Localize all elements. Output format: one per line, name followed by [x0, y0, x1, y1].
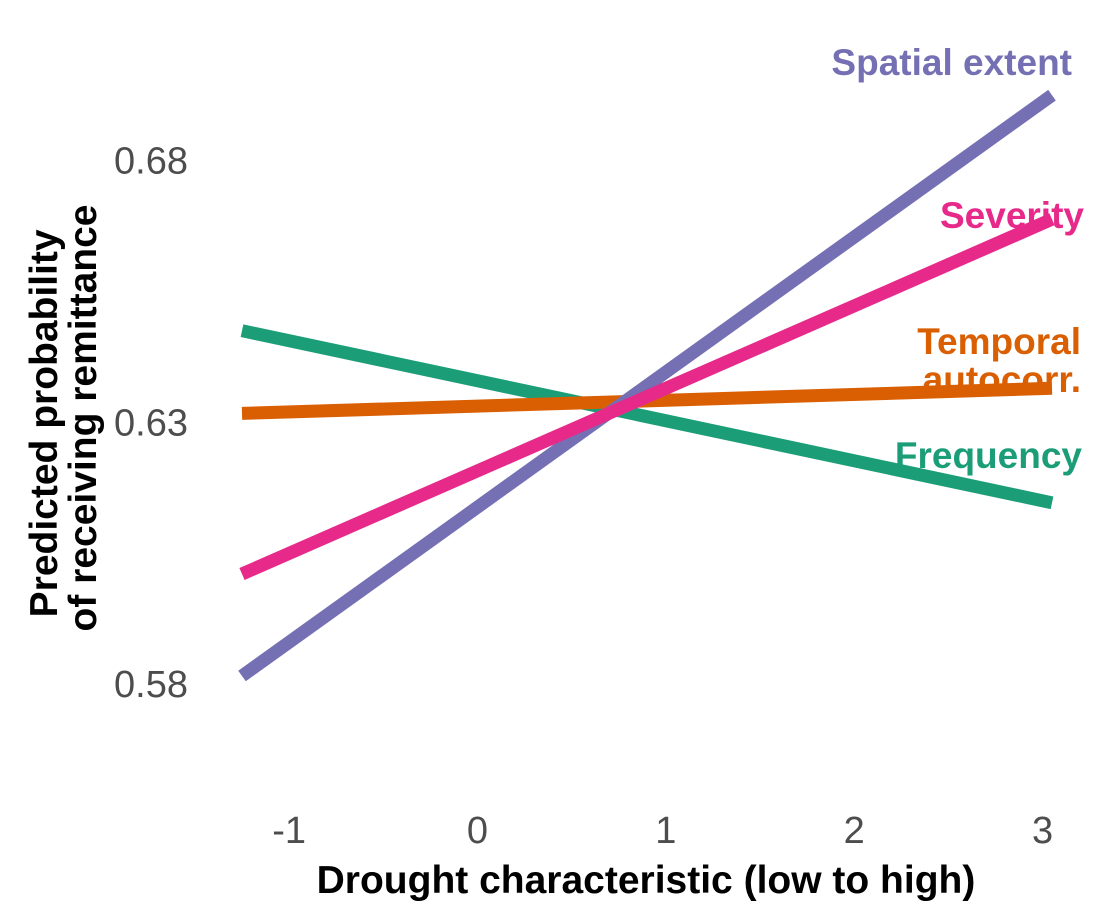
x-axis-ticks: -1 0 1 2 3 — [272, 810, 1053, 852]
x-tick-label: 2 — [844, 810, 865, 852]
y-tick-label: 0.63 — [114, 402, 188, 444]
y-axis-title-line-2: of receiving remittance — [62, 205, 105, 632]
series-line-frequency — [240, 324, 1054, 510]
series-label-spatial-extent: Spatial extent — [831, 42, 1072, 83]
series-line-severity — [239, 213, 1055, 580]
series-label-line: Spatial extent — [831, 42, 1072, 83]
series-label-line: Severity — [940, 195, 1084, 236]
y-tick-label: 0.68 — [114, 141, 188, 183]
x-tick-label: 3 — [1032, 810, 1053, 852]
series-label-severity: Severity — [940, 195, 1084, 236]
series-label-line: Frequency — [895, 435, 1083, 476]
series-label-line: Temporal — [917, 321, 1081, 362]
series-label-frequency: Frequency — [895, 435, 1083, 476]
y-axis-ticks: 0.58 0.63 0.68 — [114, 141, 188, 706]
x-tick-label: 0 — [467, 810, 488, 852]
series-label-temporal-autocorr: Temporal autocorr. — [917, 321, 1081, 400]
y-tick-label: 0.58 — [114, 664, 188, 706]
series-lines — [238, 89, 1056, 682]
y-axis-title-line-1: Predicted probability — [23, 229, 66, 617]
y-axis-title: Predicted probability of receiving remit… — [23, 205, 105, 632]
x-axis-title: Drought characteristic (low to high) — [317, 859, 976, 902]
series-labels: Frequency Temporal autocorr. Spatial extent… — [831, 42, 1084, 476]
series-label-line: autocorr. — [923, 359, 1081, 400]
x-tick-label: -1 — [272, 810, 306, 852]
x-tick-label: 1 — [655, 810, 676, 852]
series-line-spatial-extent — [238, 89, 1056, 682]
